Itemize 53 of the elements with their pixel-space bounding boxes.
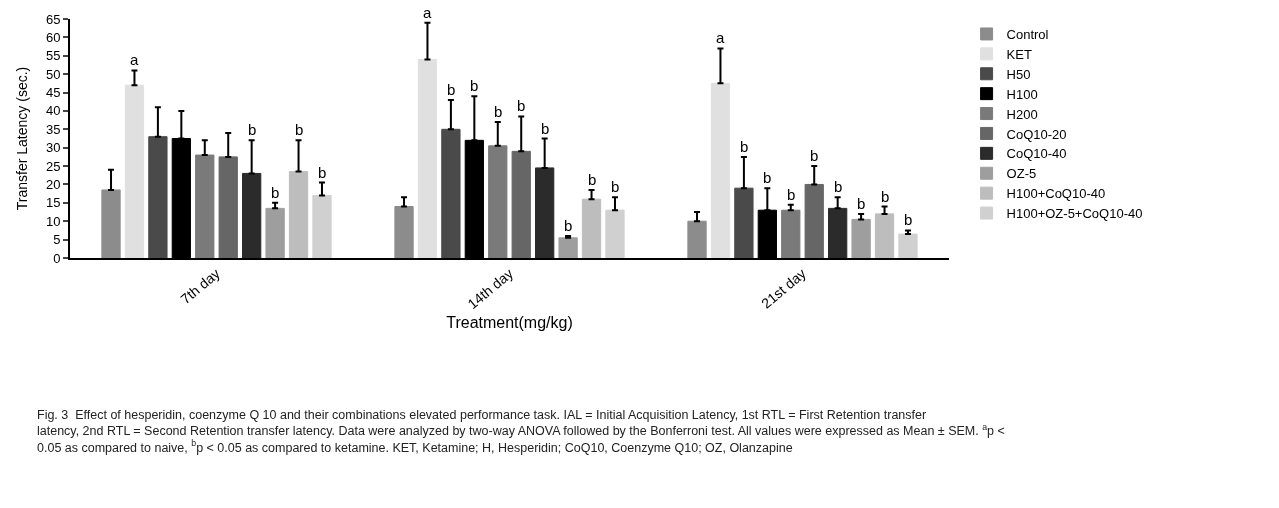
legend-label: OZ-5	[1006, 166, 1037, 182]
legend-label: CoQ10-20	[1006, 126, 1067, 142]
data-label: b	[763, 169, 772, 186]
data-label: b	[810, 147, 819, 164]
data-label: b	[564, 217, 573, 234]
data-label: b	[295, 121, 304, 138]
x-tick-label: 21st day	[758, 265, 809, 312]
legend-label: KET	[1006, 46, 1032, 62]
data-label: b	[904, 211, 913, 228]
data-label: b	[494, 103, 503, 120]
legend-label: H100+CoQ10-40	[1006, 186, 1106, 202]
data-label: b	[588, 171, 597, 188]
legend-label: H100	[1006, 86, 1038, 102]
data-label: b	[787, 186, 796, 203]
x-tick-label: 14th day	[464, 265, 516, 312]
data-label: b	[881, 188, 890, 205]
legend-label: H50	[1006, 66, 1031, 82]
data-label: b	[611, 178, 620, 195]
y-tick-label: 20	[45, 177, 61, 193]
y-tick-label: 40	[45, 103, 61, 119]
legend-label: H200	[1006, 106, 1038, 122]
data-label: b	[470, 77, 479, 94]
y-tick-label: 55	[45, 48, 61, 64]
y-tick-label: 5	[53, 232, 61, 248]
data-label: b	[541, 120, 550, 137]
data-label: a	[716, 29, 725, 46]
data-label: b	[517, 97, 526, 114]
y-tick-label: 45	[45, 85, 61, 101]
x-tick-label: 7th day	[177, 265, 223, 307]
y-tick-label: 30	[45, 140, 61, 156]
data-label: a	[423, 4, 432, 21]
data-label: b	[318, 164, 327, 181]
text: Fig. 3 Effect of hesperidin, coenzyme Q 10 and their combinations elevated performance task. IAL = Initial Acquisition Latency, 1st RTL = First Retention transfer latency, 2nd RTL = Second Retention transfer latency. Data were analyzed by two-way ANOVA followed by the Bonferroni test. All values were expressed as Mean ± SEM. $^{a}$p < 0.05 as compared to naive, $^{b}$p < 0.05 as compared to ketamine. KET, Ketamine; H, Hesperidin; CoQ10, Coenzyme Q10; OZ, Olanzapine	[37, 408, 1005, 455]
y-tick-label: 25	[45, 158, 61, 174]
data-label: b	[740, 138, 749, 155]
data-label: b	[834, 178, 843, 195]
legend-label: CoQ10-40	[1006, 146, 1067, 162]
y-axis-title: Transfer Latency (sec.)	[14, 66, 31, 211]
y-tick-label: 50	[45, 66, 61, 82]
data-label: b	[857, 195, 866, 212]
data-label: b	[248, 121, 257, 138]
y-tick-label: 15	[45, 195, 61, 211]
data-label: b	[271, 184, 280, 201]
y-tick-label: 0	[53, 250, 61, 266]
y-tick-label: 35	[45, 121, 61, 137]
y-tick-label: 10	[45, 213, 61, 229]
y-tick-label: 65	[45, 11, 61, 27]
data-label: a	[130, 51, 139, 68]
x-axis-title: Treatment(mg/kg)	[446, 314, 573, 332]
data-label: b	[447, 81, 456, 98]
legend-label: H100+OZ-5+CoQ10-40	[1006, 206, 1143, 222]
legend-label: Control	[1006, 27, 1049, 43]
y-tick-label: 60	[45, 29, 61, 45]
